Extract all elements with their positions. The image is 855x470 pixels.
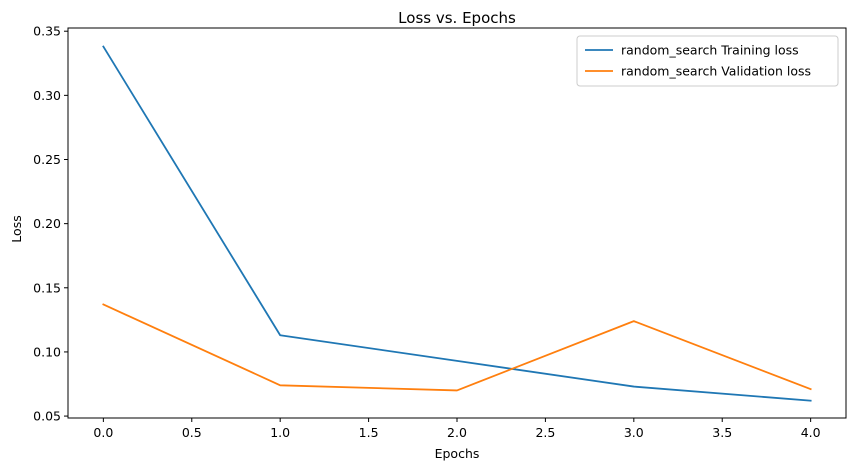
legend-box (576, 35, 839, 87)
y-tick-label: 0.25 (33, 152, 61, 167)
plot-area (102, 45, 812, 402)
x-tick-label: 3.5 (712, 425, 732, 440)
x-axis: 0.0 0.5 1.0 1.5 2.0 2.5 3.0 3.5 4.0 (93, 418, 821, 440)
legend-label: random_search Training loss (621, 43, 799, 58)
x-tick-label: 3.0 (624, 425, 644, 440)
y-tick-label: 0.20 (33, 216, 61, 231)
y-tick-label: 0.10 (33, 344, 61, 359)
y-tick-label: 0.15 (33, 280, 61, 295)
series-line-training-loss (102, 45, 812, 402)
y-axis: 0.05 0.10 0.15 0.20 0.25 0.30 0.35 (33, 24, 68, 424)
chart-title: Loss vs. Epochs (398, 9, 516, 27)
x-tick-label: 1.0 (270, 425, 290, 440)
x-tick-label: 1.5 (359, 425, 379, 440)
y-tick-label: 0.30 (33, 88, 61, 103)
y-tick-label: 0.05 (33, 409, 61, 424)
legend: random_search Training loss random_search… (576, 35, 839, 87)
x-tick-label: 0.0 (93, 425, 113, 440)
y-axis-label: Loss (9, 215, 24, 242)
y-tick-label: 0.35 (33, 24, 61, 39)
x-tick-label: 4.0 (801, 425, 821, 440)
x-tick-label: 2.0 (447, 425, 467, 440)
series-line-validation-loss (102, 303, 812, 392)
x-tick-label: 2.5 (535, 425, 555, 440)
legend-label: random_search Validation loss (621, 64, 811, 79)
x-tick-label: 0.5 (182, 425, 202, 440)
x-axis-label: Epochs (435, 446, 480, 461)
